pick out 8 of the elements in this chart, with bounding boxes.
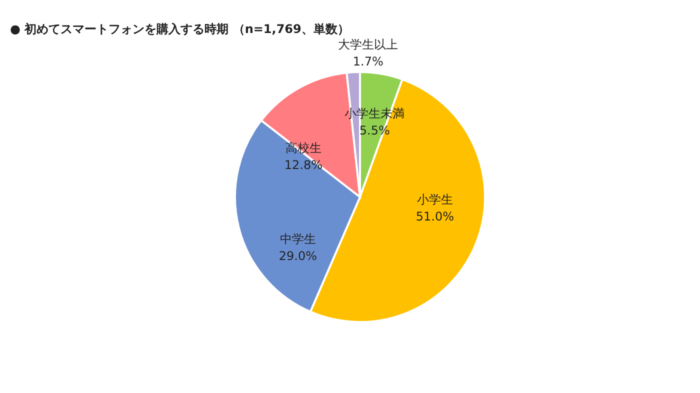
chart-title: ● 初めてスマートフォンを購入する時期 （n=1,769、単数）	[10, 22, 350, 36]
data-label: 1.7%	[352, 54, 384, 69]
slice-label: 中学生	[280, 232, 316, 246]
data-label: 51.0%	[416, 209, 454, 224]
slice-label: 高校生	[285, 140, 322, 155]
slice-label: 小学生	[416, 192, 453, 206]
slice-label: 大学生以上	[338, 38, 398, 52]
data-label: 29.0%	[278, 249, 318, 264]
